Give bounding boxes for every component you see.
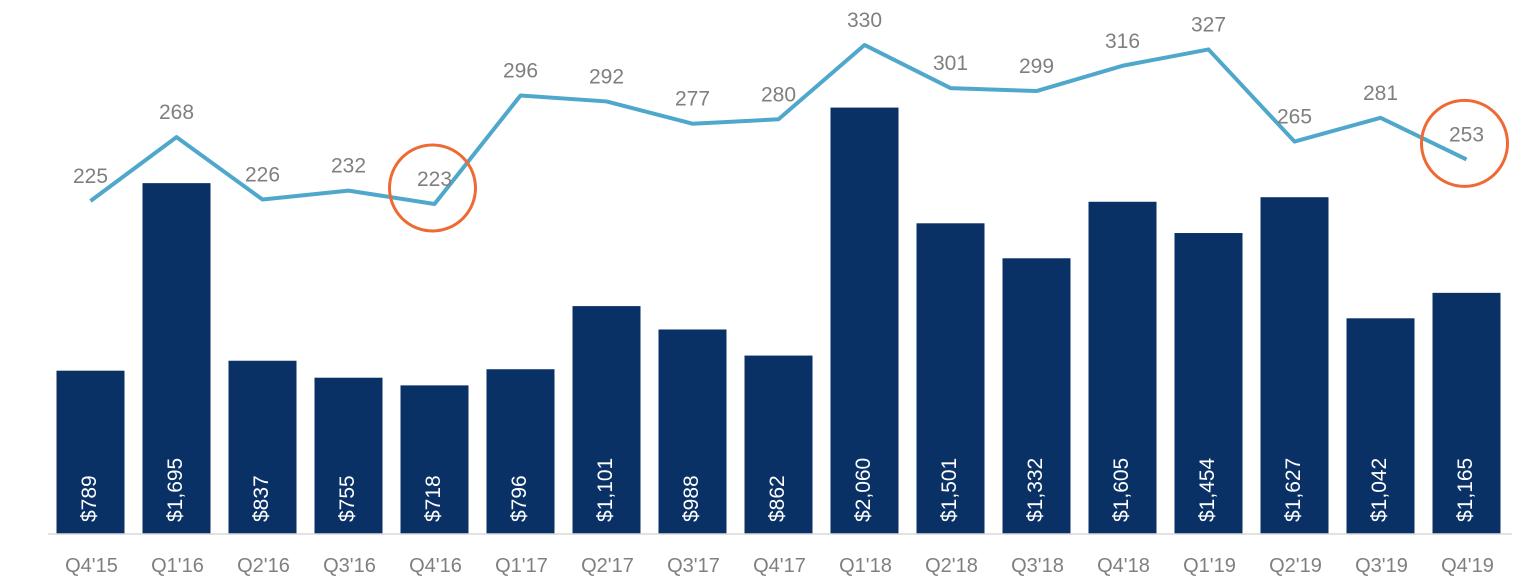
line-value-label: 268 [159,101,194,124]
bar [658,329,727,534]
line-value-label: 225 [73,165,108,188]
bar-value-label: $1,501 [938,458,961,522]
x-tick-label: Q1'16 [151,555,204,577]
x-tick-label: Q2'16 [237,555,290,577]
x-tick-label: Q2'17 [581,555,634,577]
bar-value-label: $1,454 [1196,457,1219,522]
bar-value-label: $789 [78,475,101,522]
bar [744,355,813,534]
bar [830,107,899,534]
line-value-label: 330 [847,9,882,32]
bar-value-label: $1,627 [1282,458,1305,522]
bar [1432,292,1501,534]
bar-value-label: $988 [680,475,703,522]
bar-value-label: $718 [422,475,445,522]
x-tick-label: Q2'18 [925,555,978,577]
line-value-label: 327 [1191,13,1226,36]
x-tick-label: Q4'15 [65,555,118,577]
bar [228,360,297,534]
line-value-label: 226 [245,164,280,187]
line-value-label: 253 [1449,123,1484,146]
line-value-label: 277 [675,88,710,111]
x-tick-label: Q3'19 [1355,555,1408,577]
line-value-label: 301 [933,52,968,75]
x-tick-label: Q4'19 [1441,555,1494,577]
x-tick-label: Q3'18 [1011,555,1064,577]
x-tick-label: Q1'17 [495,555,548,577]
line-value-label: 292 [589,65,624,88]
bar [916,223,985,534]
x-tick-label: Q4'18 [1097,555,1150,577]
bar [1088,201,1157,534]
bar-value-label: $1,332 [1024,458,1047,522]
bar-value-label: $862 [766,475,789,522]
bar [314,377,383,534]
x-tick-label: Q1'18 [839,555,892,577]
bar-value-label: $1,101 [594,458,617,522]
bar [56,370,125,534]
bar [1260,197,1329,534]
bar [572,306,641,534]
bar-value-label: $1,042 [1368,458,1391,522]
x-tick-label: Q2'19 [1269,555,1322,577]
highlight-circle [388,143,477,233]
line-value-label: 281 [1363,82,1398,105]
bar-value-label: $796 [508,475,531,522]
line-value-label: 265 [1277,106,1312,129]
line-series [89,42,1468,206]
line-value-label: 299 [1019,55,1054,78]
bar-value-label: $2,060 [852,458,875,522]
highlight-circle [1420,98,1509,188]
x-tick-label: Q3'16 [323,555,376,577]
bar [1002,258,1071,534]
line-value-label: 223 [417,168,452,191]
line-value-label: 232 [331,155,366,178]
x-tick-label: Q4'16 [409,555,462,577]
line-value-label: 296 [503,59,538,82]
x-tick-label: Q3'17 [667,555,720,577]
bar [142,183,211,534]
bar [486,369,555,534]
line-value-label: 280 [761,83,796,106]
bar [1346,318,1415,534]
bar-value-label: $1,165 [1454,458,1477,522]
bar [400,385,469,534]
bar-value-label: $1,695 [164,458,187,522]
bar [1174,233,1243,534]
x-tick-label: Q4'17 [753,555,806,577]
x-tick-label: Q1'19 [1183,555,1236,577]
bar-value-label: $837 [250,475,273,522]
bar-value-label: $1,605 [1110,458,1133,522]
bar-value-label: $755 [336,475,359,522]
line-value-label: 316 [1105,30,1140,53]
